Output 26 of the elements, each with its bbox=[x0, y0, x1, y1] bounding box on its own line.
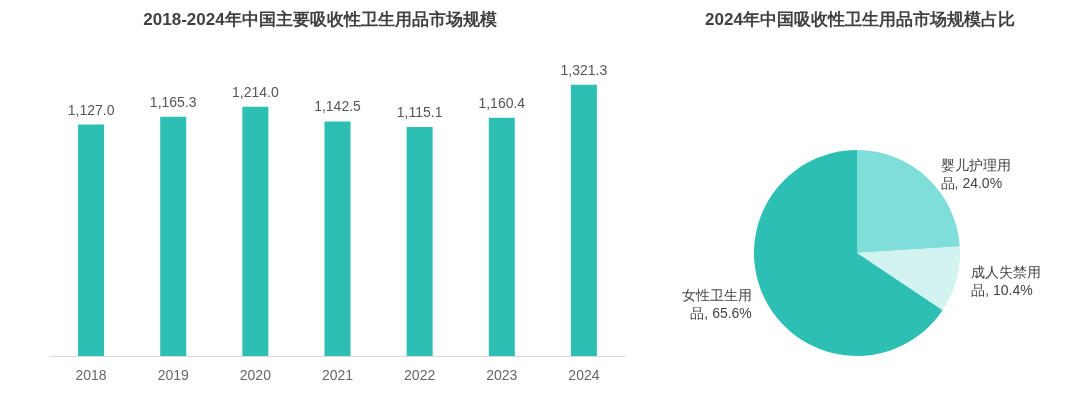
slice-label: 婴儿护理用品, 24.0% bbox=[940, 156, 1011, 191]
slice-label: 女性卫生用品, 65.6% bbox=[681, 287, 752, 322]
bar bbox=[160, 116, 187, 356]
x-tick-label: 2022 bbox=[404, 367, 436, 383]
bar bbox=[570, 84, 597, 356]
x-tick-label: 2023 bbox=[486, 367, 518, 383]
bar bbox=[324, 121, 351, 356]
data-label: 1,160.4 bbox=[478, 94, 526, 111]
bar bbox=[488, 117, 515, 356]
chart-title: 2018-2024年中国主要吸收性卫生用品市场规模 bbox=[143, 10, 497, 29]
bar bbox=[78, 124, 105, 356]
slice-label: 成人失禁用品, 10.4% bbox=[971, 264, 1042, 299]
data-label: 1,127.0 bbox=[67, 101, 115, 118]
data-label: 1,321.3 bbox=[560, 61, 608, 78]
x-tick-label: 2018 bbox=[75, 367, 107, 383]
chart-title: 2024年中国吸收性卫生用品市场规模占比 bbox=[705, 10, 1015, 29]
data-label: 1,214.0 bbox=[232, 83, 279, 100]
data-label: 1,142.5 bbox=[314, 98, 362, 115]
x-tick-label: 2024 bbox=[568, 367, 600, 383]
bar bbox=[242, 106, 269, 356]
data-label: 1,165.3 bbox=[149, 93, 197, 110]
x-tick-label: 2021 bbox=[321, 367, 354, 383]
data-label: 1,115.1 bbox=[396, 104, 443, 121]
x-tick-label: 2020 bbox=[239, 367, 272, 383]
x-tick-label: 2019 bbox=[157, 367, 189, 383]
bar bbox=[406, 127, 433, 356]
